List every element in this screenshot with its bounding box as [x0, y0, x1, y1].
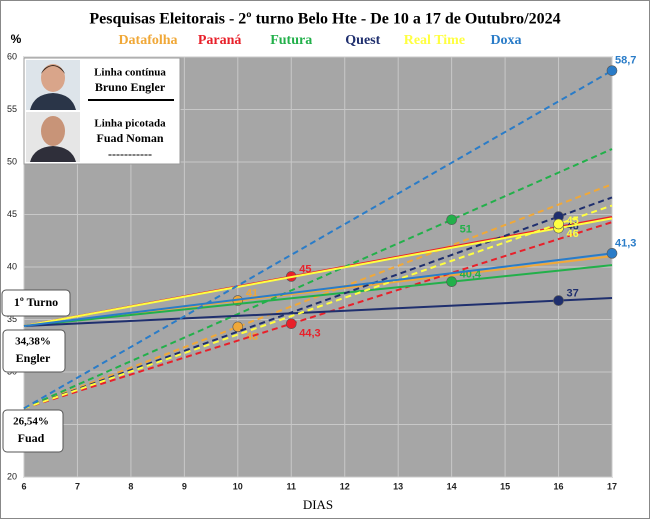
y-tick-label: 40 [7, 261, 17, 271]
first-round-value: 34,38% [15, 336, 51, 348]
chart-title: Pesquisas Eleitorais - 2º turno Belo Hte… [89, 11, 560, 28]
y-tick-label: 60 [7, 51, 17, 61]
trend-line-dashed [23, 148, 613, 410]
key-caption: Linha picotada [94, 118, 166, 130]
trend-line-solid [23, 264, 613, 328]
first-round-value: 26,54% [13, 416, 49, 428]
trend-line-dashed [23, 196, 613, 410]
x-tick-label: 11 [287, 481, 297, 491]
label-box [2, 329, 66, 373]
x-tick-label: 13 [393, 481, 403, 491]
legend-entry: Doxa [490, 33, 521, 48]
point-label: 44,3 [299, 328, 320, 340]
candidate-name: Engler [16, 351, 51, 365]
data-point [446, 214, 457, 226]
x-tick-label: 14 [447, 481, 457, 491]
legend-entry: Quest [345, 33, 380, 48]
trend-line-dashed [23, 204, 613, 410]
data-point [285, 318, 297, 330]
y-tick-label: 55 [7, 104, 17, 114]
key-name: Bruno Engler [95, 80, 166, 94]
y-tick-label: 20 [7, 471, 17, 481]
first-round-label: 1º Turno [14, 295, 58, 309]
data-point [606, 248, 618, 259]
legend-entry: Real Time [404, 33, 465, 48]
legend-entry: Datafolha [118, 33, 177, 48]
overlay: Linha contínua Bruno Engler Linha picota… [1, 57, 181, 453]
label-box [1, 289, 71, 317]
key-dashed-sample: ----------- [108, 147, 152, 161]
photo-fuad [26, 112, 80, 162]
data-point [553, 218, 564, 230]
legend-entry: Paraná [198, 33, 242, 48]
point-label: 41,3 [615, 237, 636, 249]
point-label: 58,7 [615, 55, 636, 67]
x-tick-label: 9 [182, 481, 187, 491]
point-label: 46 [567, 228, 579, 240]
label-box [2, 409, 64, 453]
x-tick-label: 12 [340, 481, 350, 491]
x-axis-label: DIAS [303, 497, 333, 512]
data-point [606, 65, 618, 76]
trend-line-solid [23, 217, 613, 327]
trend-line-dashed [23, 69, 613, 410]
x-tick-label: 6 [21, 481, 26, 491]
x-tick-label: 15 [500, 481, 510, 491]
point-label: 48 [246, 331, 258, 343]
x-tick-label: 10 [233, 481, 243, 491]
x-tick-label: 7 [75, 481, 80, 491]
x-tick-label: 17 [607, 481, 617, 491]
data-point [446, 276, 457, 288]
y-tick-label: 45 [7, 209, 17, 219]
photo-engler [26, 60, 80, 110]
x-tick-label: 16 [554, 481, 564, 491]
point-label: 51 [460, 224, 472, 236]
trend-line-dashed [23, 221, 613, 410]
y-tick-label: 50 [7, 156, 17, 166]
y-axis-label: % [11, 32, 22, 46]
data-point [232, 321, 244, 333]
legend-entry: Futura [270, 33, 312, 48]
point-label: 45 [299, 263, 311, 275]
key-name: Fuad Noman [96, 131, 163, 145]
x-tick-label: 8 [128, 481, 133, 491]
trend-line-solid [23, 252, 613, 328]
candidate-name: Fuad [18, 431, 45, 445]
trend-line-solid [23, 297, 613, 328]
data-point [553, 295, 564, 306]
y-tick-label: 35 [7, 314, 17, 324]
key-caption: Linha contínua [94, 67, 166, 79]
point-label: 37 [567, 288, 579, 300]
